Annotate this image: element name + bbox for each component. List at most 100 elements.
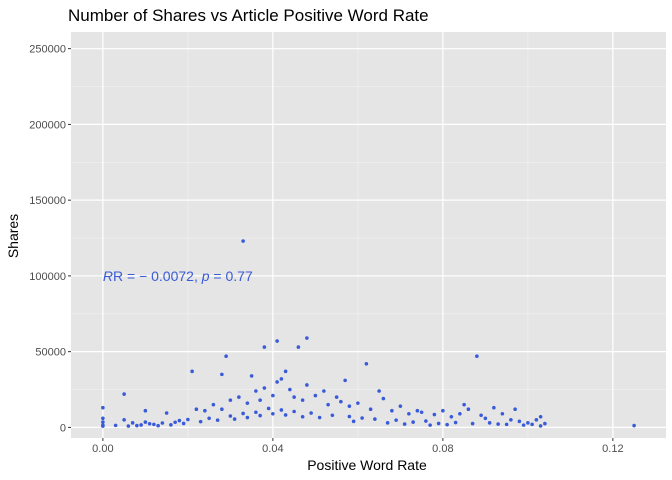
data-point	[249, 374, 254, 378]
data-point	[254, 389, 258, 393]
minor-gridlines	[71, 32, 666, 438]
data-point	[101, 416, 105, 421]
data-point	[122, 418, 126, 422]
data-point	[181, 421, 186, 426]
data-point	[211, 402, 216, 407]
data-point	[513, 407, 517, 412]
data-points	[101, 239, 636, 428]
data-point	[283, 369, 288, 374]
data-point	[313, 393, 318, 398]
data-point	[385, 421, 390, 425]
data-point	[143, 420, 148, 424]
data-point	[220, 372, 224, 377]
data-point	[241, 411, 245, 416]
data-point	[419, 410, 424, 415]
data-point	[500, 411, 505, 416]
data-point	[334, 395, 339, 399]
data-point	[360, 416, 364, 420]
x-axis-ticks: 0.00 0.04 0.08 0.12	[92, 438, 624, 455]
data-point	[241, 239, 245, 243]
data-point	[279, 377, 284, 381]
data-point	[224, 354, 228, 358]
data-point	[190, 369, 194, 374]
data-point	[364, 361, 369, 366]
data-point	[483, 416, 488, 421]
data-point	[245, 415, 250, 420]
data-point	[139, 423, 143, 427]
data-point	[173, 420, 177, 425]
data-point	[296, 345, 301, 349]
data-point	[343, 378, 347, 383]
annotation-suffix: = 0.77	[210, 268, 253, 284]
x-tick-label: 0.00	[92, 443, 113, 455]
data-point	[122, 392, 126, 396]
data-point	[220, 407, 224, 412]
data-point	[232, 417, 237, 421]
data-point	[517, 419, 522, 424]
data-point	[271, 411, 275, 416]
annotation-p: p	[201, 268, 210, 284]
data-point	[309, 411, 313, 415]
data-point	[428, 423, 432, 427]
data-point	[186, 417, 190, 422]
x-tick-label: 0.12	[602, 443, 623, 455]
annotation-prefix: R = − 0.0072,	[113, 268, 202, 284]
data-point	[538, 414, 543, 419]
data-point	[317, 415, 322, 420]
data-point	[288, 387, 292, 392]
data-point	[492, 405, 496, 410]
data-point	[411, 420, 415, 424]
data-point	[351, 419, 356, 424]
x-tick-label: 0.04	[262, 443, 283, 455]
data-point	[152, 422, 156, 427]
data-point	[258, 413, 262, 418]
data-point	[266, 406, 271, 411]
data-point	[262, 386, 267, 390]
data-point	[113, 423, 118, 428]
x-axis-title: Positive Word Rate	[307, 457, 427, 473]
data-point	[432, 412, 437, 417]
data-point	[126, 424, 131, 428]
data-point	[203, 408, 207, 413]
data-point	[466, 407, 471, 412]
data-point	[402, 422, 407, 426]
data-point	[407, 411, 411, 416]
data-point	[169, 423, 173, 427]
data-point	[509, 418, 513, 422]
major-gridlines	[71, 32, 666, 438]
data-point	[194, 407, 199, 412]
data-point	[470, 421, 475, 426]
data-point	[228, 398, 233, 402]
data-point	[101, 420, 105, 424]
data-point	[479, 413, 483, 418]
data-point	[300, 398, 305, 402]
y-tick-label: 100000	[29, 271, 66, 283]
y-tick-label: 150000	[29, 195, 66, 207]
data-point	[258, 398, 262, 402]
data-point	[347, 404, 352, 408]
data-point	[526, 421, 530, 425]
data-point	[130, 421, 135, 425]
data-point	[398, 404, 403, 408]
data-point	[101, 405, 105, 410]
data-point	[458, 411, 462, 416]
data-point	[245, 401, 250, 405]
data-point	[496, 422, 500, 426]
data-point	[330, 413, 335, 418]
data-point	[504, 422, 509, 427]
data-point	[475, 354, 479, 358]
data-point	[339, 399, 343, 404]
data-point	[207, 416, 211, 421]
y-tick-label: 0	[60, 422, 66, 434]
data-point	[356, 401, 360, 405]
data-point	[394, 418, 398, 422]
data-point	[449, 414, 454, 419]
data-point	[390, 408, 394, 413]
data-point	[262, 345, 267, 349]
y-axis-title: Shares	[5, 214, 21, 258]
data-point	[521, 423, 526, 427]
data-point	[279, 408, 284, 412]
data-point	[381, 396, 386, 401]
data-point	[292, 409, 296, 414]
data-point	[305, 383, 309, 387]
